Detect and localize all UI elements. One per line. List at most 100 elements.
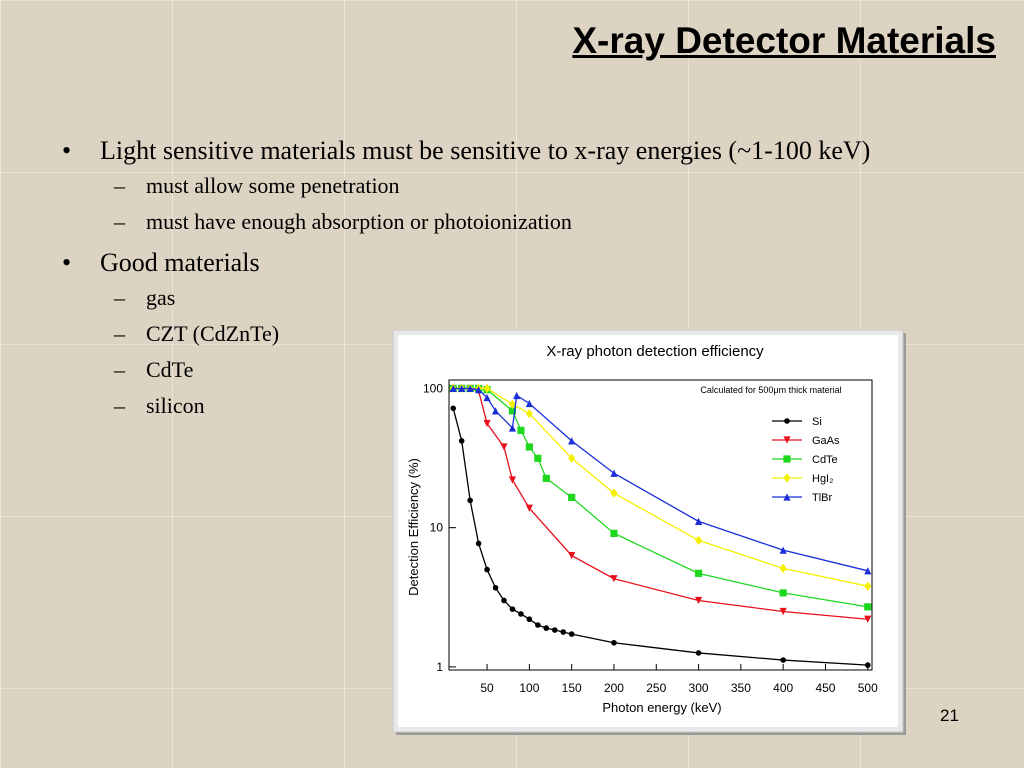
marker	[779, 589, 787, 597]
marker	[534, 454, 542, 462]
marker	[525, 399, 533, 408]
marker	[610, 469, 618, 477]
x-tick-label: 450	[815, 681, 835, 695]
x-tick-label: 300	[689, 681, 709, 695]
marker	[695, 650, 702, 656]
marker	[551, 627, 558, 633]
marker	[508, 399, 517, 409]
marker	[491, 407, 500, 415]
x-tick-label: 500	[858, 681, 878, 695]
legend-label: GaAs	[812, 435, 840, 447]
marker	[501, 597, 507, 604]
marker	[450, 405, 457, 412]
marker	[779, 607, 787, 616]
slide-title: X-ray Detector Materials	[572, 20, 996, 61]
marker	[864, 567, 872, 575]
marker	[535, 622, 541, 628]
marker	[525, 408, 533, 419]
x-tick-label: 400	[773, 681, 793, 695]
page-number: 21	[940, 706, 959, 725]
y-axis-label: Detection Efficiency (%)	[406, 458, 421, 596]
marker	[500, 443, 508, 451]
bullet-list: Light sensitive materials must be sensit…	[62, 128, 932, 424]
plot-area	[448, 379, 873, 671]
legend-label: TlBr	[812, 492, 833, 504]
legend-marker	[783, 473, 791, 483]
marker	[779, 563, 787, 573]
y-tick-label: 10	[430, 521, 444, 535]
x-tick-label: 50	[480, 681, 494, 695]
marker	[864, 581, 872, 591]
marker	[517, 426, 525, 434]
marker	[475, 540, 482, 547]
legend-label: HgI₂	[812, 473, 833, 485]
annotation: Calculated for 500μm thick material	[700, 385, 841, 395]
marker	[483, 393, 491, 402]
marker	[467, 497, 473, 504]
legend-marker	[783, 455, 791, 463]
bullet: Light sensitive materials must be sensit…	[62, 134, 932, 168]
marker	[568, 437, 576, 445]
marker	[864, 615, 872, 623]
marker	[611, 639, 617, 646]
sub-bullet: gas	[62, 280, 932, 316]
marker	[864, 603, 872, 611]
marker	[568, 631, 575, 637]
marker	[449, 384, 457, 393]
marker	[525, 443, 533, 451]
marker	[542, 474, 550, 482]
marker	[610, 529, 618, 537]
marker	[525, 504, 533, 512]
marker	[466, 384, 474, 393]
legend-label: Si	[812, 416, 822, 428]
marker	[526, 616, 533, 623]
marker	[492, 584, 499, 591]
marker	[509, 606, 516, 612]
x-tick-label: 250	[646, 681, 666, 695]
marker	[694, 517, 703, 525]
marker	[694, 569, 703, 577]
sub-bullet: CdTe	[62, 352, 932, 388]
x-tick-label: 350	[731, 681, 751, 695]
sub-bullet: CZT (CdZnTe)	[62, 316, 932, 352]
marker	[568, 453, 576, 463]
x-axis-label: Photon energy (keV)	[602, 700, 721, 715]
marker	[543, 625, 550, 631]
x-tick-label: 100	[519, 681, 539, 695]
marker	[508, 476, 517, 484]
sub-bullet: must allow some penetration	[62, 168, 932, 204]
legend-marker	[783, 436, 791, 444]
sub-bullet: silicon	[62, 388, 932, 424]
sub-bullet: must have enough absorption or photoioni…	[62, 204, 932, 240]
y-tick-label: 100	[423, 381, 443, 395]
marker	[780, 657, 786, 663]
marker	[513, 391, 521, 400]
marker	[483, 419, 491, 428]
marker	[518, 611, 524, 617]
y-tick-label: 1	[436, 660, 443, 674]
legend-marker	[784, 418, 790, 424]
marker	[508, 407, 517, 415]
marker	[610, 488, 618, 498]
marker	[560, 629, 567, 635]
marker	[458, 438, 465, 444]
x-tick-label: 150	[562, 681, 582, 695]
marker	[864, 662, 871, 668]
marker	[458, 384, 466, 393]
marker	[508, 424, 517, 432]
marker	[568, 552, 576, 560]
chart-title: X-ray photon detection efficiency	[546, 343, 764, 360]
legend-label: CdTe	[812, 454, 838, 466]
bullet: Good materials	[62, 246, 932, 280]
legend-marker	[783, 493, 791, 501]
marker	[568, 493, 576, 501]
marker	[694, 535, 703, 546]
marker	[779, 546, 787, 554]
marker	[610, 575, 618, 583]
marker	[475, 386, 483, 394]
marker	[694, 596, 703, 605]
marker	[484, 566, 490, 573]
marker	[483, 383, 491, 394]
